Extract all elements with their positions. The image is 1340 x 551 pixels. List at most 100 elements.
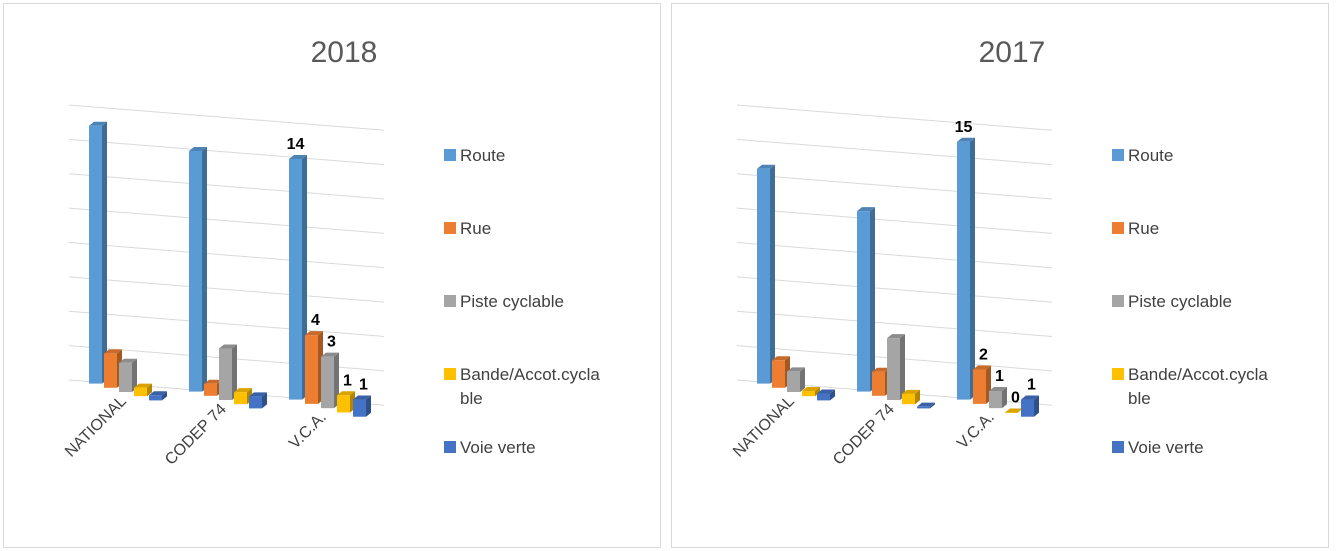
legend-item: Piste cyclable <box>1112 290 1282 363</box>
legend-label: Route <box>460 146 506 165</box>
legend-swatch <box>1112 149 1124 161</box>
bar-top <box>249 392 267 397</box>
grid-line <box>736 138 1053 166</box>
legend-label: Rue <box>1128 219 1160 238</box>
bar <box>817 393 830 401</box>
grid-line <box>68 207 385 234</box>
data-label: 4 <box>311 312 320 329</box>
legend-swatch <box>444 441 456 453</box>
grid-line <box>736 173 1053 200</box>
legend: Route Rue Piste cyclable Bande/Accot.cyclab… <box>444 144 614 509</box>
legend-item: Piste cyclable <box>444 290 614 363</box>
legend-swatch <box>444 222 456 234</box>
bar-top <box>337 391 355 396</box>
data-label: 1 <box>359 377 368 394</box>
bar-top <box>119 358 137 363</box>
bar <box>204 383 217 396</box>
grid-line <box>68 104 385 131</box>
bar <box>104 353 117 388</box>
bar-side <box>770 164 775 384</box>
data-label: 3 <box>327 334 336 351</box>
bar <box>787 371 800 392</box>
legend-label: Bande/Accot.cyclable <box>1128 365 1268 408</box>
legend-item: Route <box>1112 144 1282 217</box>
bar-top <box>353 395 371 400</box>
bar <box>1021 399 1034 417</box>
grid-line <box>736 276 1053 303</box>
bar-side <box>900 334 905 400</box>
bar-top <box>817 389 835 394</box>
bar <box>134 387 147 397</box>
bar-top <box>1005 408 1023 413</box>
bar-top <box>957 137 975 142</box>
grid-line <box>736 104 1053 131</box>
bar <box>902 393 915 405</box>
x-tick-label: NATIONAL <box>62 393 130 461</box>
legend-label: Route <box>1128 146 1174 165</box>
bar-side <box>815 387 820 397</box>
chart-title: 2017 <box>979 36 1046 69</box>
chart-panel: 2018 NATIONAL CODEP 74 14 4 3 1 1 V.C.A. Route Rue… <box>3 3 661 548</box>
bar-top <box>787 367 805 372</box>
bar-top <box>902 389 920 394</box>
bar <box>305 335 318 404</box>
bar <box>149 395 162 401</box>
bar <box>973 369 986 404</box>
legend-item: Route <box>444 144 614 217</box>
grid-line <box>68 138 385 166</box>
legend-item: Voie verte <box>444 436 614 509</box>
bar <box>219 348 232 400</box>
bar <box>757 168 770 384</box>
bar-top <box>321 352 339 357</box>
bar-side <box>915 389 920 405</box>
bar-top <box>149 391 167 396</box>
bar-side <box>262 392 267 409</box>
bar-top <box>305 331 323 336</box>
legend-label: Piste cyclable <box>460 292 564 311</box>
bar-side <box>202 146 207 392</box>
bar-top <box>772 356 790 361</box>
data-label: 2 <box>979 347 988 364</box>
data-label: 1 <box>995 368 1004 385</box>
bar <box>337 395 350 413</box>
bar-top <box>757 164 775 169</box>
bar-side <box>162 391 167 401</box>
bar-top <box>1021 395 1039 400</box>
bar-side <box>870 207 875 392</box>
bar-side <box>334 352 339 409</box>
bar <box>989 390 1002 409</box>
bar-side <box>830 389 835 401</box>
bar <box>1005 412 1018 413</box>
grid-line <box>68 276 385 303</box>
legend-swatch <box>444 368 456 380</box>
legend-swatch <box>1112 441 1124 453</box>
bar <box>249 396 262 409</box>
legend: Route Rue Piste cyclable Bande/Accot.cyclab… <box>1112 144 1282 509</box>
bar <box>957 141 970 400</box>
bar <box>857 211 870 392</box>
bar-side <box>1034 395 1039 417</box>
grid-line <box>68 242 385 269</box>
legend-item: Bande/Accot.cyclable <box>1112 363 1282 436</box>
bar <box>872 371 885 396</box>
chart: 2018 NATIONAL CODEP 74 14 43 1 1 V.C.A. <box>62 36 385 469</box>
legend-label: Voie verte <box>460 438 536 457</box>
grid-line <box>736 207 1053 234</box>
legend-label: Piste cyclable <box>1128 292 1232 311</box>
bar-top <box>219 344 237 349</box>
bar-top <box>234 388 252 393</box>
legend-swatch <box>1112 368 1124 380</box>
data-label: 0 <box>1011 389 1020 406</box>
bar-top <box>802 387 820 392</box>
bar-side <box>800 367 805 392</box>
bar <box>887 338 900 400</box>
legend-swatch <box>444 149 456 161</box>
legend-label: Voie verte <box>1128 438 1204 457</box>
bar-top <box>872 367 890 372</box>
bar <box>234 392 247 405</box>
bar-top <box>989 386 1007 391</box>
x-tick-label: CODEP 74 <box>162 401 230 469</box>
bar-side <box>102 121 107 384</box>
bar-top <box>189 146 207 151</box>
